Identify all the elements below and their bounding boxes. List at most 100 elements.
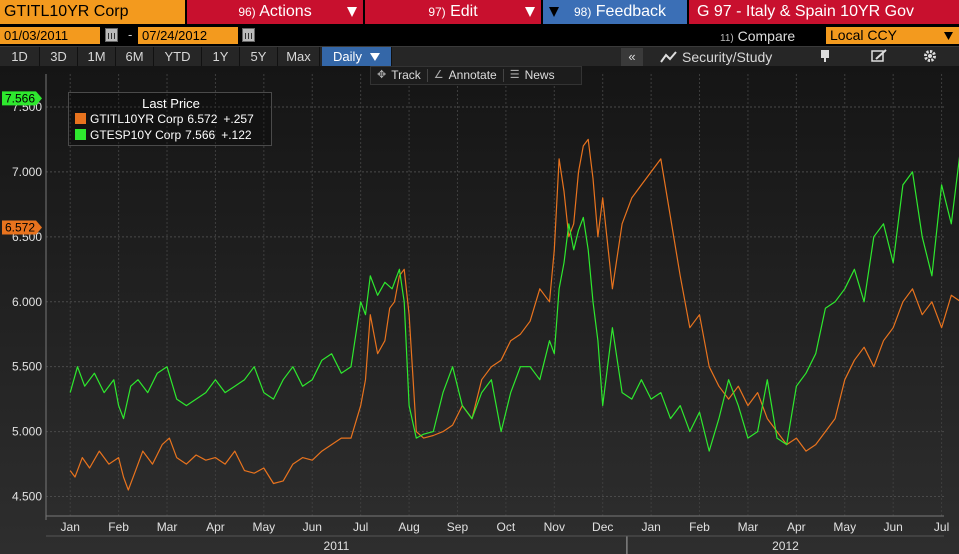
range-1d[interactable]: 1D	[0, 47, 40, 67]
edit-menu-label: Edit	[450, 3, 478, 20]
period-select[interactable]: Daily	[322, 47, 392, 67]
window-title: G 97 - Italy & Spain 10YR Gov	[687, 0, 959, 24]
x-tick-label: Mar	[738, 520, 759, 534]
last-value-tag	[2, 91, 42, 106]
chevron-down-icon	[525, 7, 535, 17]
legend-last-value: 6.572	[187, 112, 218, 126]
compare-button[interactable]: 11) Compare	[720, 28, 795, 44]
last-value-tag	[2, 220, 42, 235]
crosshair-icon: ✥	[377, 69, 387, 81]
legend-row-italy[interactable]: GTITL10YR Corp 6.572 +.257	[75, 112, 254, 126]
y-tick-label: 7.000	[12, 165, 42, 179]
chart-tools: ✥ Track ∠ Annotate ☰ News	[370, 66, 582, 85]
calendar-icon[interactable]	[242, 28, 255, 42]
top-menu-bar: GTITL10YR Corp 96) Actions 97) Edit 98) …	[0, 0, 959, 24]
chart-area[interactable]: 4.500 5.000 5.500 6.000 6.500 7.000 7.500 Jan Fe…	[0, 66, 959, 554]
x-tick-label: Nov	[544, 520, 565, 534]
x-tick-label: Apr	[787, 520, 806, 534]
currency-select[interactable]: Local CCY	[826, 27, 959, 44]
legend-swatch	[75, 113, 86, 124]
series-line	[69, 138, 959, 491]
actions-menu[interactable]: 96) Actions	[185, 0, 363, 24]
last-value-label: 7.566	[5, 91, 35, 105]
x-tick-label: Jun	[883, 520, 902, 534]
end-date-field[interactable]: 07/24/2012	[138, 27, 238, 44]
pencil-icon: ∠	[433, 69, 444, 81]
period-value: Daily	[333, 49, 362, 64]
legend-swatch	[75, 129, 86, 140]
legend-row-spain[interactable]: GTESP10Y Corp 7.566 +.122	[75, 128, 252, 142]
x-tick-label: Mar	[157, 520, 178, 534]
y-tick-label: 4.500	[12, 490, 42, 504]
x-tick-label: Jan	[61, 520, 80, 534]
x-tick-label: Sep	[447, 520, 469, 534]
legend-change: +.257	[223, 112, 254, 126]
legend-series-name: GTESP10Y Corp	[90, 128, 182, 142]
range-1y[interactable]: 1Y	[202, 47, 240, 67]
feedback-menu[interactable]: 98) Feedback	[541, 0, 687, 24]
collapse-button[interactable]: «	[621, 48, 643, 66]
date-range-bar: 01/03/2011 - 07/24/2012 11) Compare Loca…	[0, 26, 959, 45]
x-tick-label: May	[833, 520, 856, 534]
x-tick-label: May	[253, 520, 276, 534]
x-tick-label: Oct	[497, 520, 516, 534]
feedback-menu-label: Feedback	[595, 3, 667, 20]
year-label: 2012	[772, 539, 799, 553]
x-tick-label: Jan	[641, 520, 660, 534]
annotate-tool[interactable]: ∠ Annotate	[428, 67, 503, 84]
chart-legend: Last Price GTITL10YR Corp 6.572 +.257 GTES…	[68, 92, 272, 146]
chevron-down-icon	[944, 32, 953, 40]
security-study-button[interactable]: Security/Study	[660, 47, 772, 67]
news-icon: ☰	[509, 69, 520, 81]
range-max[interactable]: Max	[278, 47, 320, 67]
actions-menu-number: 96)	[238, 5, 256, 19]
range-3d[interactable]: 3D	[40, 47, 78, 67]
news-tool[interactable]: ☰ News	[504, 67, 561, 84]
y-tick-label: 5.000	[12, 425, 42, 439]
compare-number: 11)	[720, 33, 734, 44]
annotate-label: Annotate	[448, 68, 497, 82]
date-dash: -	[128, 27, 133, 42]
gear-icon[interactable]	[917, 49, 943, 65]
range-toolbar: 1D 3D 1M 6M YTD 1Y 5Y Max Daily « Securi…	[0, 46, 959, 67]
edit-menu-number: 97)	[428, 5, 446, 19]
x-tick-label: Jul	[353, 520, 368, 534]
y-tick-label: 5.500	[12, 360, 42, 374]
x-tick-label: Jun	[303, 520, 322, 534]
x-tick-label: Dec	[592, 520, 613, 534]
divider	[426, 69, 428, 82]
news-label: News	[524, 68, 555, 82]
track-tool[interactable]: ✥ Track	[371, 67, 427, 84]
x-tick-label: Feb	[108, 520, 129, 534]
x-tick-label: Aug	[398, 520, 419, 534]
year-label: 2011	[324, 539, 350, 553]
x-tick-label: Jul	[934, 520, 949, 534]
legend-last-value: 7.566	[185, 128, 216, 142]
range-1m[interactable]: 1M	[78, 47, 116, 67]
bookmark-icon[interactable]	[812, 49, 838, 65]
edit-chart-icon[interactable]	[866, 49, 892, 65]
feedback-menu-number: 98)	[573, 5, 592, 19]
calendar-icon[interactable]	[105, 28, 118, 42]
range-6m[interactable]: 6M	[116, 47, 154, 67]
actions-menu-label: Actions	[259, 3, 312, 20]
compare-label: Compare	[737, 28, 796, 44]
start-date-field[interactable]: 01/03/2011	[0, 27, 100, 44]
chevron-down-icon	[369, 53, 380, 61]
x-tick-label: Feb	[689, 520, 710, 534]
line-chart-icon	[660, 51, 677, 63]
range-5y[interactable]: 5Y	[240, 47, 278, 67]
legend-change: +.122	[221, 128, 252, 142]
y-tick-label: 6.000	[12, 295, 42, 309]
chevron-down-icon	[549, 7, 559, 17]
edit-menu[interactable]: 97) Edit	[363, 0, 541, 24]
track-label: Track	[391, 68, 421, 82]
range-ytd[interactable]: YTD	[154, 47, 202, 67]
divider	[502, 69, 504, 82]
legend-series-name: GTITL10YR Corp	[90, 112, 184, 126]
last-value-label: 6.572	[5, 220, 35, 234]
security-study-label: Security/Study	[682, 49, 773, 65]
currency-value: Local CCY	[830, 27, 897, 43]
security-ticker-field[interactable]: GTITL10YR Corp	[0, 0, 185, 24]
